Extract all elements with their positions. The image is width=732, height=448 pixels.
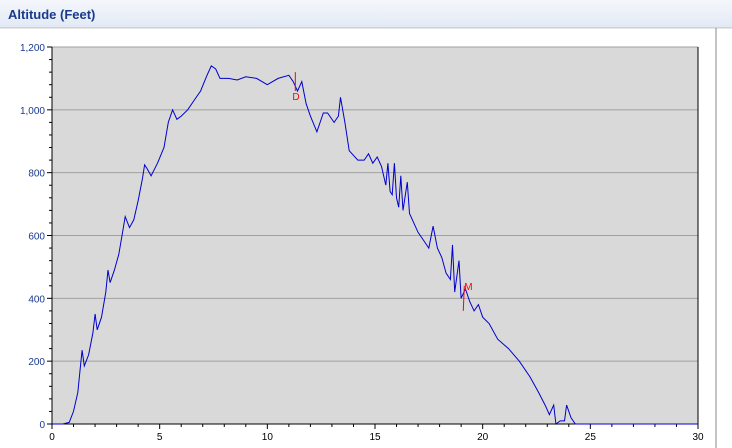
y-tick-label: 400 <box>28 294 45 305</box>
marker-label: D <box>292 92 299 103</box>
y-tick-label: 1,200 <box>20 43 45 54</box>
y-tick-label: 0 <box>39 420 45 431</box>
x-tick-label: 30 <box>692 432 704 443</box>
x-tick-label: 15 <box>369 432 381 443</box>
x-tick-label: 5 <box>157 432 163 443</box>
x-tick-label: 25 <box>585 432 597 443</box>
altitude-line <box>52 65 698 425</box>
marker-label: M <box>464 282 472 293</box>
panel-title: Altitude (Feet) <box>8 7 96 22</box>
x-tick-label: 20 <box>477 432 489 443</box>
grid-lines <box>52 46 698 362</box>
y-axis-ticks: 0 200 400 600 800 1,000 1,200 <box>20 43 52 431</box>
marker-line <box>462 285 465 311</box>
x-tick-label: 10 <box>262 432 274 443</box>
x-axis-ticks: 0 5 10 15 20 25 30 <box>49 424 704 443</box>
y-tick-label: 1,000 <box>20 106 45 117</box>
markers: DM <box>292 72 473 311</box>
y-tick-label: 200 <box>28 357 45 368</box>
x-tick-label: 0 <box>49 432 55 443</box>
y-tick-label: 800 <box>28 169 45 180</box>
y-tick-label: 600 <box>28 232 45 243</box>
